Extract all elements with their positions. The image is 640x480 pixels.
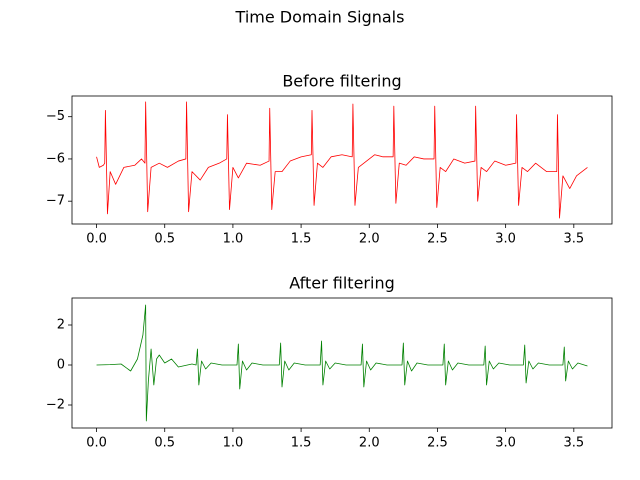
y-tick-label: −7 [46,194,65,209]
axes-frame [71,95,613,225]
y-tick-label: −2 [46,398,65,413]
x-tick-label: 0.5 [154,232,175,247]
x-tick-label: 1.5 [291,436,312,451]
x-tick-label: 2.0 [359,232,380,247]
x-tick-label: 2.5 [427,232,448,247]
y-tick-label: −6 [46,151,65,166]
y-tick-label: −5 [46,109,65,124]
x-tick-label: 0.0 [86,232,107,247]
x-tick-label: 3.5 [563,436,584,451]
axes-frame [71,297,613,429]
axes-title: Before filtering [282,72,401,91]
signal-line [96,101,588,219]
x-tick-label: 1.0 [223,232,244,247]
x-tick-label: 0.5 [154,436,175,451]
signal-line [96,304,588,422]
axes-title: After filtering [289,274,394,293]
x-tick-label: 3.0 [495,232,516,247]
x-tick-label: 1.5 [291,232,312,247]
x-tick-label: 2.5 [427,436,448,451]
x-tick-label: 3.5 [563,232,584,247]
x-tick-label: 1.0 [223,436,244,451]
y-tick-label: 2 [57,318,65,333]
figure-title: Time Domain Signals [235,8,405,27]
y-tick-label: 0 [57,358,65,373]
x-tick-label: 3.0 [495,436,516,451]
x-tick-label: 0.0 [86,436,107,451]
x-tick-label: 2.0 [359,436,380,451]
